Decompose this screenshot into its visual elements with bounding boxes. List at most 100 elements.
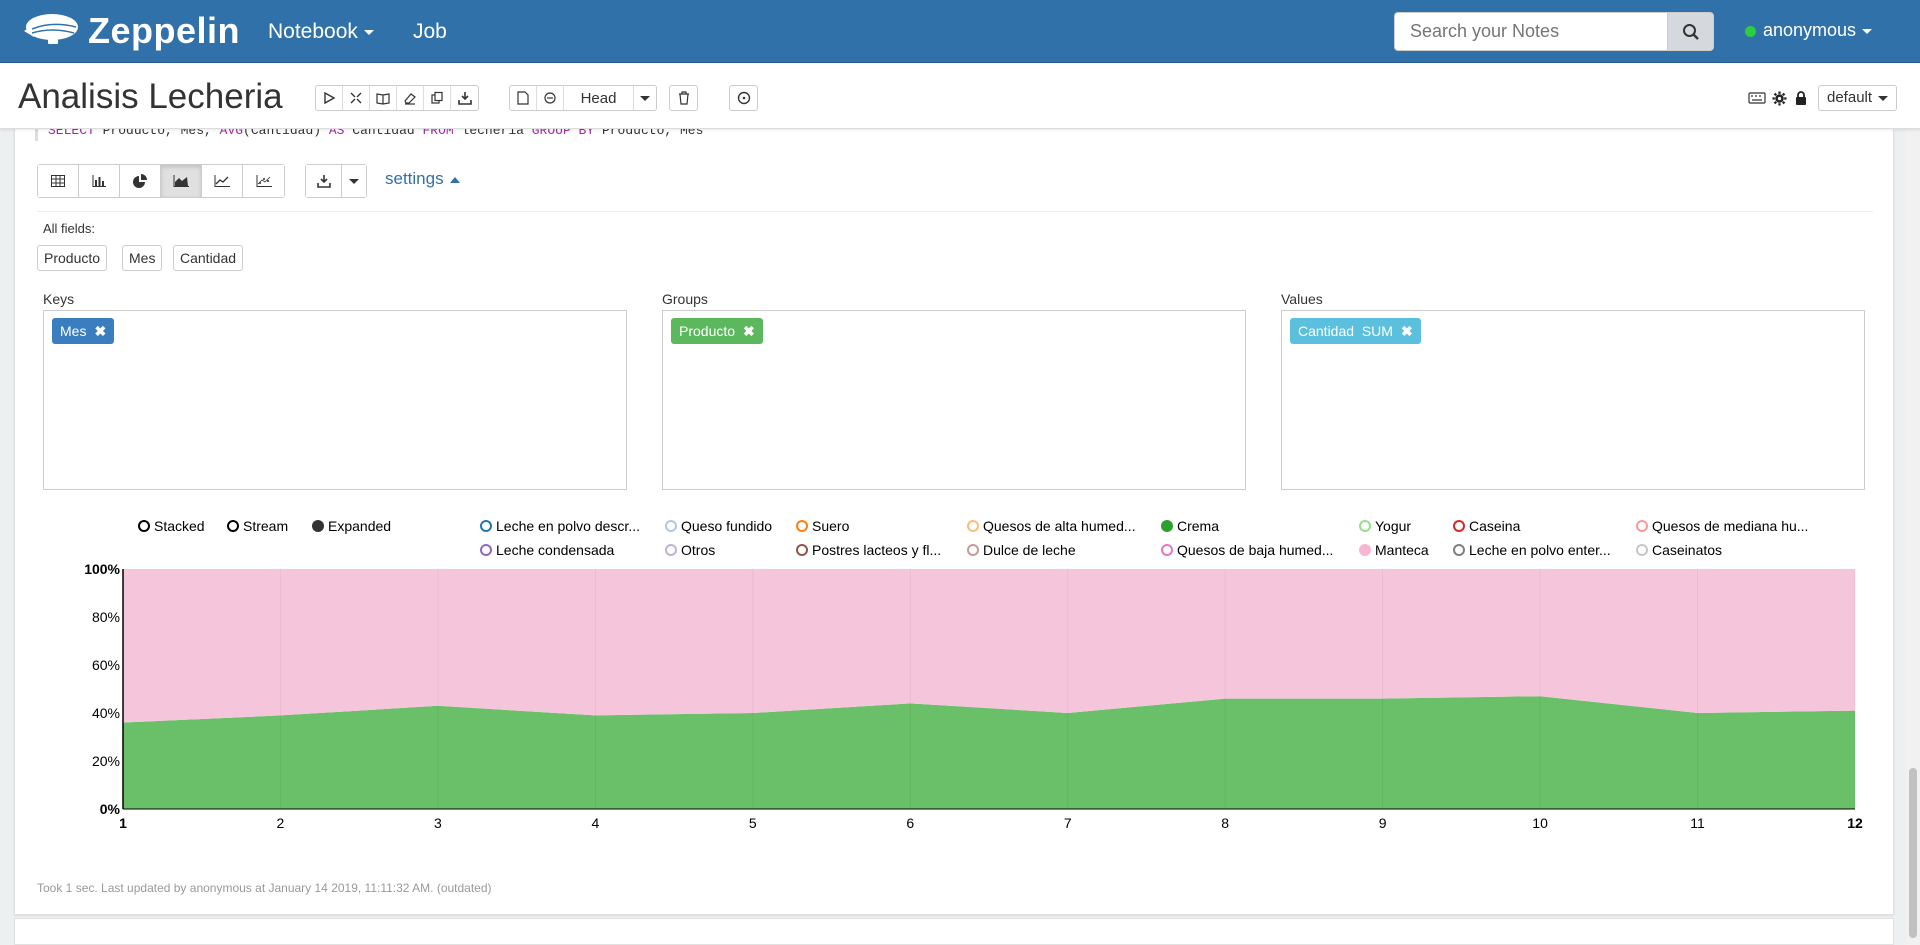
scrollbar-thumb[interactable] — [1909, 768, 1917, 938]
series-marker-icon — [1453, 544, 1465, 556]
x-tick-label: 7 — [1064, 815, 1072, 831]
area-series-manteca[interactable] — [123, 569, 1855, 723]
job-link[interactable]: Job — [413, 20, 447, 43]
legend-series-item[interactable]: Dulce de leche — [967, 541, 1076, 559]
download-icon — [457, 92, 472, 105]
clear-output-button[interactable] — [397, 86, 424, 110]
compare-revisions-button[interactable] — [537, 86, 564, 110]
chart-settings-toggle[interactable]: settings — [385, 169, 460, 189]
remove-icon[interactable]: ✖ — [1400, 323, 1413, 339]
download-data-button[interactable] — [306, 165, 342, 197]
delete-note-button[interactable] — [670, 86, 697, 110]
legend-series-item[interactable]: Quesos de baja humed... — [1161, 541, 1333, 559]
remove-icon[interactable]: ✖ — [94, 323, 107, 339]
page-scrollbar[interactable] — [1906, 63, 1920, 945]
x-tick-label: 1 — [119, 815, 127, 831]
table-view-button[interactable] — [38, 165, 79, 197]
x-tick-label: 2 — [277, 815, 285, 831]
keys-label: Keys — [43, 291, 75, 307]
legend-series-item[interactable]: Caseinatos — [1636, 541, 1722, 559]
search-input[interactable] — [1394, 12, 1667, 51]
bar-chart-button[interactable] — [79, 165, 120, 197]
run-all-button[interactable] — [316, 86, 343, 110]
user-menu[interactable]: anonymous — [1745, 0, 1873, 60]
y-tick-label: 60% — [92, 657, 120, 673]
look-and-feel-dropdown[interactable]: default — [1818, 85, 1898, 111]
search-icon — [1682, 23, 1699, 40]
chevron-down-icon — [640, 95, 650, 101]
area-chart[interactable]: 0%20%40%60%80%100%1 2 3 4 5 6 7 8 9 10 11 12 — [55, 553, 1875, 853]
field-chip-producto[interactable]: Producto — [37, 245, 108, 271]
legend-series-item[interactable]: Leche en polvo enter... — [1453, 541, 1611, 559]
legend-series-item[interactable]: Yogur — [1359, 517, 1411, 535]
y-tick-label: 20% — [92, 753, 120, 769]
area-series-crema[interactable] — [123, 696, 1855, 809]
zeppelin-logo[interactable]: Zeppelin — [18, 9, 240, 53]
legend-series-item[interactable]: Quesos de alta humed... — [967, 517, 1136, 535]
show-hide-code-button[interactable] — [343, 86, 370, 110]
legend-series-item[interactable]: Manteca — [1359, 541, 1429, 559]
next-paragraph — [14, 918, 1894, 945]
keys-pill[interactable]: Mes ✖ — [52, 318, 115, 344]
line-chart-icon — [214, 175, 230, 187]
series-marker-icon — [1453, 520, 1465, 532]
note-permissions-button[interactable] — [1790, 87, 1812, 109]
legend-series-item[interactable]: Otros — [665, 541, 715, 559]
values-pill[interactable]: Cantidad SUM ✖ — [1290, 318, 1421, 344]
play-icon — [324, 91, 336, 105]
series-marker-icon — [1636, 520, 1648, 532]
show-hide-output-button[interactable] — [370, 86, 397, 110]
keys-drop-zone[interactable]: Mes ✖ — [43, 310, 627, 490]
notebook-menu[interactable]: Notebook — [268, 0, 374, 63]
groups-pill[interactable]: Producto ✖ — [671, 318, 763, 344]
gear-icon — [1771, 90, 1787, 106]
legend-label: Quesos de baja humed... — [1177, 542, 1334, 558]
run-scheduler-button[interactable] — [730, 86, 757, 110]
legend-series-item[interactable]: Quesos de mediana hu... — [1636, 517, 1808, 535]
bar-chart-icon — [92, 175, 106, 187]
series-marker-icon — [796, 544, 808, 556]
legend-series-item[interactable]: Caseina — [1453, 517, 1520, 535]
chevron-down-icon — [349, 178, 359, 184]
top-navbar: Zeppelin Notebook Job anonymous — [0, 0, 1920, 63]
line-chart-button[interactable] — [202, 165, 243, 197]
legend-mode-expanded[interactable]: Expanded — [312, 517, 391, 535]
legend-series-item[interactable]: Queso fundido — [665, 517, 772, 535]
keyboard-shortcuts-button[interactable] — [1746, 87, 1768, 109]
legend-series-item[interactable]: Crema — [1161, 517, 1219, 535]
legend-series-item[interactable]: Suero — [796, 517, 849, 535]
pie-chart-icon — [133, 174, 147, 188]
search-button[interactable] — [1667, 12, 1714, 51]
field-chip-cantidad[interactable]: Cantidad — [173, 245, 244, 271]
export-note-button[interactable] — [451, 86, 478, 110]
remove-icon[interactable]: ✖ — [743, 323, 755, 339]
delete-note-group — [669, 85, 698, 111]
groups-drop-zone[interactable]: Producto ✖ — [662, 310, 1246, 490]
x-tick-label: 4 — [591, 815, 599, 831]
download-format-dropdown[interactable] — [342, 165, 366, 197]
revision-dropdown-toggle[interactable] — [634, 86, 656, 110]
legend-mode-stream[interactable]: Stream — [227, 517, 288, 535]
scatter-chart-button[interactable] — [243, 165, 284, 197]
table-icon — [51, 175, 65, 187]
pie-chart-button[interactable] — [120, 165, 161, 197]
revision-selector[interactable]: Head — [564, 86, 634, 110]
clock-icon — [737, 91, 750, 105]
interpreter-binding-button[interactable] — [1768, 87, 1790, 109]
series-marker-icon — [796, 520, 808, 532]
clone-note-button[interactable] — [424, 86, 451, 110]
area-chart-button[interactable] — [161, 165, 202, 197]
notebook-menu-label: Notebook — [268, 20, 358, 43]
commit-button[interactable] — [510, 86, 537, 110]
values-drop-zone[interactable]: Cantidad SUM ✖ — [1281, 310, 1865, 490]
legend-series-item[interactable]: Leche condensada — [480, 541, 614, 559]
legend-series-item[interactable]: Postres lacteos y fl... — [796, 541, 941, 559]
series-marker-icon — [967, 520, 979, 532]
legend-mode-stacked[interactable]: Stacked — [138, 517, 205, 535]
legend-series-item[interactable]: Leche en polvo descr... — [480, 517, 640, 535]
note-title[interactable]: Analisis Lecheria — [18, 77, 283, 116]
field-chip-mes[interactable]: Mes — [122, 245, 163, 271]
x-tick-label: 5 — [749, 815, 757, 831]
legend-label: Suero — [812, 518, 850, 534]
groups-label: Groups — [662, 291, 708, 307]
